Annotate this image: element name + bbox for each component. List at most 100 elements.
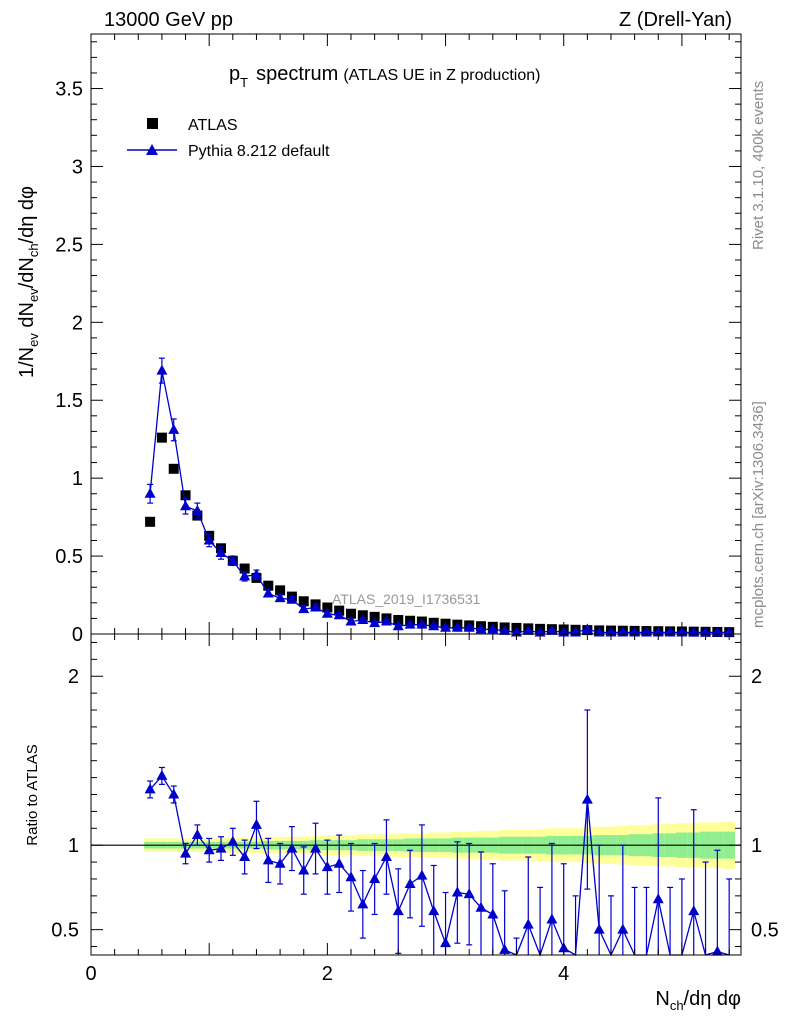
pythia-point [380,615,392,626]
atlas-point [145,516,156,527]
ratio-point [652,893,664,904]
energy-label: 13000 GeV pp [104,9,233,31]
ratio-point [522,918,534,929]
title-word: spectrum [256,63,338,85]
ratio-point [168,788,180,799]
pythia-point [440,621,452,632]
atlas-point [393,614,404,625]
pythia-point [227,554,239,565]
pythia-point [310,601,322,612]
legend-atlas-marker [147,118,158,129]
pythia-point [239,570,251,581]
rivet-note: Rivet 3.1.10, 400k events [750,81,767,250]
ratio-frame [90,633,742,956]
pythia-point [357,613,369,624]
title-suffix: (ATLAS UE in Z production) [343,67,540,84]
ratio-point [711,945,723,956]
ratio-x-tick-label: 0 [85,963,96,985]
pythia-point [321,607,333,618]
pythia-point [180,500,192,511]
ratio-point [380,851,392,862]
main-title: pT spectrum (ATLAS UE in Z production) [229,63,540,90]
pythia-point [404,618,416,629]
pythia-point [451,621,463,632]
pythia-point [144,487,156,498]
ratio-point [286,842,298,853]
ratio-point [203,844,215,855]
pythia-point [286,593,298,604]
ratio-point [215,842,227,853]
pythia-point [262,587,274,598]
pythia-point [203,534,215,545]
ratio-point [428,905,440,916]
ratio-y-tick-label-right: 0.5 [751,920,779,942]
pythia-point [156,364,168,375]
ratio-point [499,943,511,954]
ratio-point [333,857,345,868]
atlas-point [346,608,356,619]
ratio-point [191,829,203,840]
atlas-point [322,602,333,613]
pythia-point [416,618,428,629]
ratio-point [688,905,700,916]
main-y-tick-label: 3 [72,156,83,178]
main-y-tick-label: 3.5 [55,79,83,101]
pythia-point [546,624,558,635]
atlas-point [263,580,274,591]
legend-pythia-label: Pythia 8.212 default [188,143,330,160]
ratio-point [321,861,333,872]
ratio-point [546,913,558,924]
main-y-tick-label: 1.5 [55,390,83,412]
atlas-point [275,585,286,596]
ratio-x-tick-label: 4 [558,963,569,985]
main-y-tick-label: 1 [72,468,83,490]
ratio-point [180,847,192,858]
ratio-point [404,878,416,889]
ratio-point [239,851,251,862]
ratio-point [416,869,428,880]
pythia-point [298,603,310,614]
ratio-point [262,854,274,865]
main-x-ticks [90,34,730,634]
ratio-point [392,905,404,916]
pythia-point [487,623,499,634]
ratio-y-axis-label: Ratio to ATLAS [24,744,41,845]
ratio-y-tick-label: 0.5 [51,920,79,942]
pythia-point [191,504,203,515]
ratio-point [227,835,239,846]
ratio-point [463,888,475,899]
ratio-y-tick-label: 1 [68,835,79,857]
pythia-point [428,620,440,631]
ratio-y-tick-label: 2 [68,666,79,688]
pythia-point [522,624,534,635]
ratio-y-tick-label-right: 2 [751,666,762,688]
mcplots-note: mcplots.cern.ch [arXiv:1306.3436] [750,401,767,628]
ratio-point [345,871,357,882]
main-y-tick-label: 0.5 [55,546,83,568]
legend: ATLAS Pythia 8.212 default [127,117,330,160]
process-label: Z (Drell-Yan) [619,9,732,31]
ratio-point [144,783,156,794]
main-y-axis-label: 1/Nev dNev/dNch/dη dφ [16,186,41,378]
pythia-point [274,592,286,603]
ratio-point [487,908,499,919]
ratio-point [369,872,381,883]
ratio-point [440,937,452,948]
ratio-y-tick-label-right: 1 [751,835,762,857]
ratio-line [149,774,730,957]
ratio-x-tick-label: 2 [322,963,333,985]
main-y-tick-label: 0 [72,624,83,646]
ratio-point [451,886,463,897]
pythia-point [475,623,487,634]
ratio-point [593,923,605,934]
ratio-point [357,898,369,909]
atlas-point [180,490,191,501]
pythia-point [369,617,381,628]
atlas-point [156,432,167,443]
pythia-point [499,624,511,635]
atlas-point [168,463,179,474]
ratio-y-ticks: 0.5 0.5 1 1 2 2 [51,641,779,948]
analysis-label: ATLAS_2019_I1736531 [332,591,481,607]
title-p: p [229,63,240,85]
